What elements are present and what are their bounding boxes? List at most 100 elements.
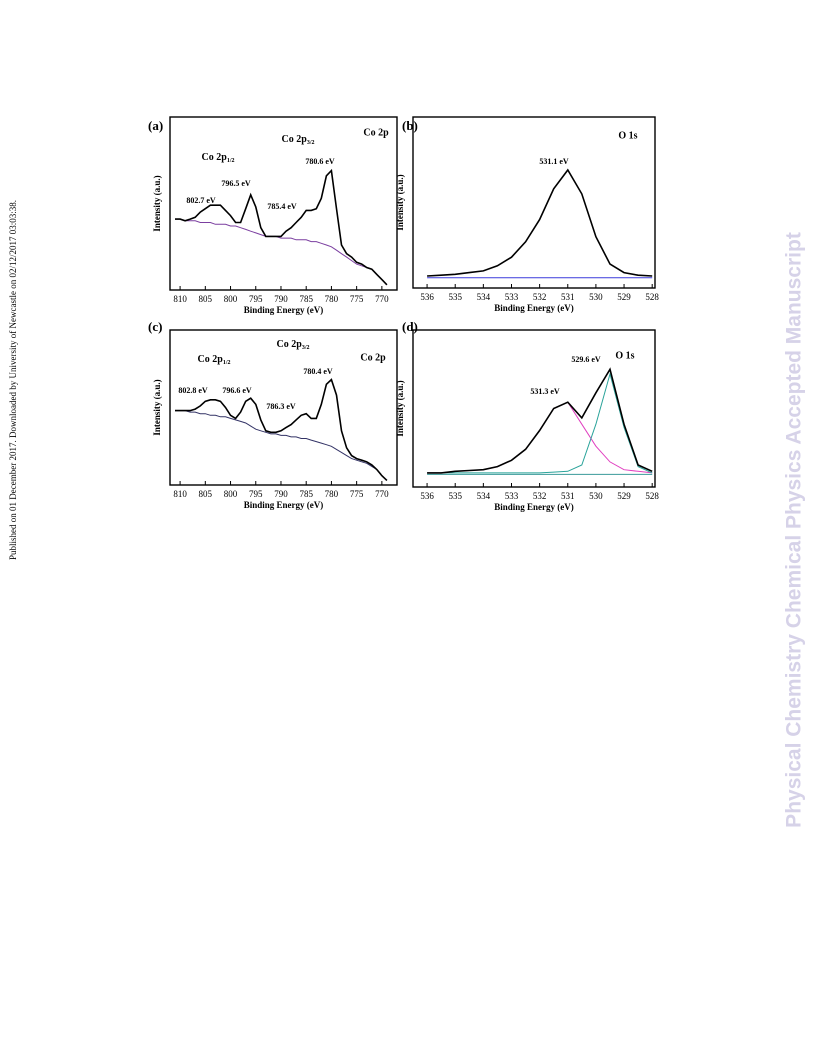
x-tick-label: 536 xyxy=(420,292,434,302)
label-text: 796.6 eV xyxy=(222,386,252,395)
x-tick-label: 528 xyxy=(645,292,659,302)
data-line xyxy=(427,168,653,277)
panel-title: Co 2p xyxy=(363,127,389,138)
x-tick-label: 533 xyxy=(505,491,519,501)
data-line xyxy=(427,367,653,474)
x-tick-label: 795 xyxy=(249,489,263,499)
plot-frame xyxy=(169,329,398,486)
panel-label: (c) xyxy=(148,319,162,334)
label-text: Co 2p xyxy=(277,339,303,350)
x-tick-label: 535 xyxy=(448,491,462,501)
x-axis-label: Binding Energy (eV) xyxy=(244,500,324,510)
x-tick-label: 770 xyxy=(375,489,389,499)
panel-title: O 1s xyxy=(615,350,634,361)
plot-frame xyxy=(412,116,656,289)
label-text: Co 2p xyxy=(198,354,224,365)
peak-label: 531.1 eV xyxy=(539,157,569,166)
peak-label: Co 2p1/2 xyxy=(198,354,231,366)
x-tick-label: 805 xyxy=(199,294,213,304)
panel-label: (d) xyxy=(402,319,418,334)
peak-label: Co 2p3/2 xyxy=(277,339,310,351)
peak-label: 802.8 eV xyxy=(178,386,208,395)
peak-label: 780.6 eV xyxy=(305,157,335,166)
data-line xyxy=(175,168,388,286)
x-tick-label: 529 xyxy=(617,292,631,302)
x-tick-label: 529 xyxy=(617,491,631,501)
x-tick-label: 534 xyxy=(477,491,491,501)
watermark: Physical Chemistry Chemical Physics Acce… xyxy=(783,232,806,828)
panel-title: Co 2p xyxy=(360,352,386,363)
x-tick-label: 770 xyxy=(375,294,389,304)
label-text: Co 2p xyxy=(202,152,228,163)
label-text: 785.4 eV xyxy=(267,202,297,211)
data-line xyxy=(175,218,388,286)
y-axis-label: Intensity (a.u.) xyxy=(152,175,162,231)
x-axis-label: Binding Energy (eV) xyxy=(244,305,324,315)
x-tick-label: 795 xyxy=(249,294,263,304)
x-tick-label: 800 xyxy=(224,489,238,499)
panel-label: (b) xyxy=(402,118,418,133)
label-subscript: 1/2 xyxy=(223,360,231,366)
x-tick-label: 810 xyxy=(173,489,187,499)
x-tick-label: 790 xyxy=(274,489,288,499)
label-text: 786.3 eV xyxy=(266,402,296,411)
x-tick-label: 533 xyxy=(505,292,519,302)
peak-label: 802.7 eV xyxy=(186,196,216,205)
x-tick-label: 530 xyxy=(589,491,603,501)
peak-label: 796.6 eV xyxy=(222,386,252,395)
margin-note: Published on 01 December 2017. Downloade… xyxy=(8,200,18,560)
peak-label: Co 2p1/2 xyxy=(202,152,235,164)
x-tick-label: 805 xyxy=(199,489,213,499)
data-line xyxy=(427,401,653,474)
label-text: 531.3 eV xyxy=(530,387,560,396)
x-tick-label: 785 xyxy=(299,294,313,304)
label-subscript: 3/2 xyxy=(302,345,310,351)
x-tick-label: 800 xyxy=(224,294,238,304)
x-tick-label: 790 xyxy=(274,294,288,304)
x-tick-label: 810 xyxy=(173,294,187,304)
label-subscript: 1/2 xyxy=(227,158,235,164)
x-tick-label: 532 xyxy=(533,491,547,501)
label-text: 780.4 eV xyxy=(303,367,333,376)
label-text: 796.5 eV xyxy=(221,179,251,188)
peak-label: Co 2p3/2 xyxy=(282,134,315,146)
panel-title: O 1s xyxy=(618,130,637,141)
x-tick-label: 536 xyxy=(420,491,434,501)
y-axis-label: Intensity (a.u.) xyxy=(395,174,405,230)
x-tick-label: 530 xyxy=(589,292,603,302)
peak-label: 529.6 eV xyxy=(571,355,601,364)
label-text: 802.8 eV xyxy=(178,386,208,395)
label-subscript: 3/2 xyxy=(307,140,315,146)
peak-label: 786.3 eV xyxy=(266,402,296,411)
plot-frame xyxy=(412,329,656,488)
x-tick-label: 532 xyxy=(533,292,547,302)
peak-label: 780.4 eV xyxy=(303,367,333,376)
y-axis-label: Intensity (a.u.) xyxy=(395,380,405,436)
data-line xyxy=(175,378,388,481)
plot-frame xyxy=(169,116,398,291)
x-axis-label: Binding Energy (eV) xyxy=(494,303,574,313)
peak-label: 796.5 eV xyxy=(221,179,251,188)
x-tick-label: 534 xyxy=(477,292,491,302)
label-text: 780.6 eV xyxy=(305,157,335,166)
label-text: Co 2p xyxy=(282,134,308,145)
peak-label: 531.3 eV xyxy=(530,387,560,396)
x-tick-label: 785 xyxy=(299,489,313,499)
x-tick-label: 780 xyxy=(325,489,339,499)
x-tick-label: 531 xyxy=(561,292,575,302)
x-tick-label: 535 xyxy=(448,292,462,302)
data-line xyxy=(427,372,653,474)
label-text: 802.7 eV xyxy=(186,196,216,205)
x-tick-label: 780 xyxy=(325,294,339,304)
x-tick-label: 531 xyxy=(561,491,575,501)
x-tick-label: 528 xyxy=(645,491,659,501)
x-tick-label: 775 xyxy=(350,489,364,499)
x-tick-label: 775 xyxy=(350,294,364,304)
peak-label: 785.4 eV xyxy=(267,202,297,211)
y-axis-label: Intensity (a.u.) xyxy=(152,379,162,435)
panel-label: (a) xyxy=(148,118,163,133)
x-axis-label: Binding Energy (eV) xyxy=(494,502,574,512)
label-text: 531.1 eV xyxy=(539,157,569,166)
label-text: 529.6 eV xyxy=(571,355,601,364)
